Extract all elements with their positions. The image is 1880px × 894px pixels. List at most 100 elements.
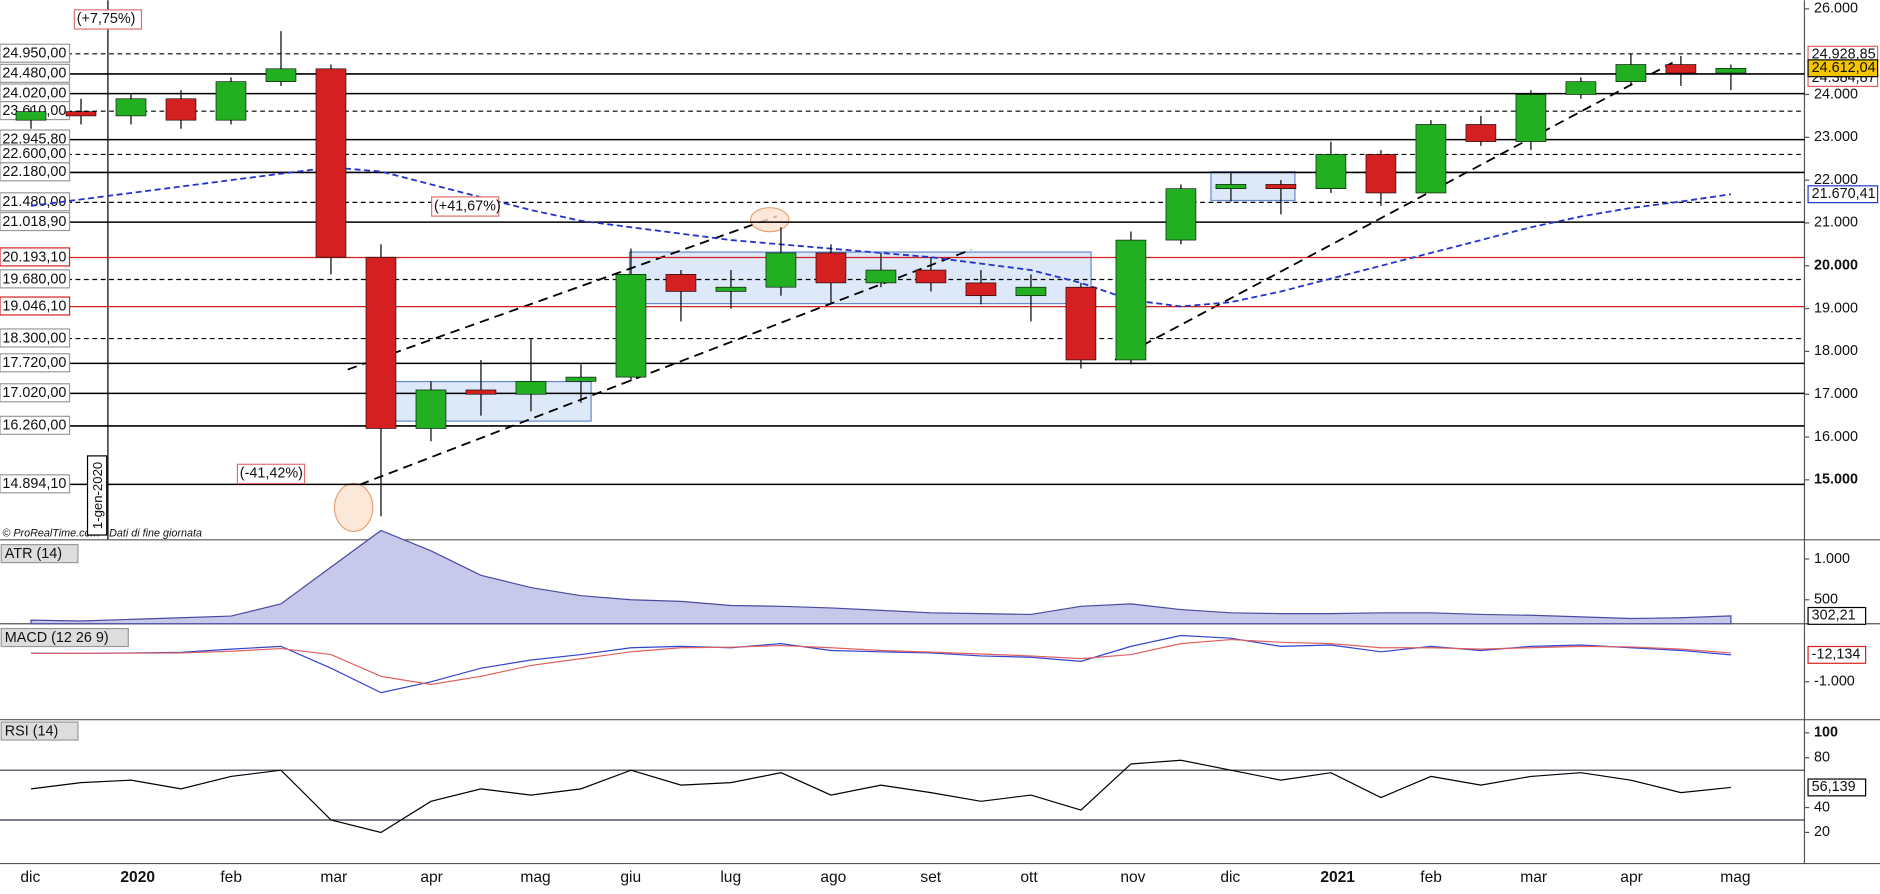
moving-average: [30, 166, 1732, 308]
x-tick-label: apr: [1620, 869, 1643, 886]
level-label: 19.680,00: [2, 271, 66, 287]
y-tick-label: 26.000: [1814, 1, 1858, 17]
candle-body: [1565, 81, 1597, 95]
price-badge-label: 24.612,04: [1812, 60, 1876, 76]
indicator-title-box: [0, 721, 79, 741]
level-label-box: [0, 43, 71, 63]
level-label: 19.046,10: [2, 298, 66, 314]
trendline: [1114, 61, 1673, 361]
candle-body: [215, 81, 247, 121]
x-tick-label: mar: [1520, 869, 1547, 886]
candle-body: [565, 376, 597, 382]
x-tick-label: dic: [1220, 869, 1240, 886]
x-tick-label: lug: [720, 869, 741, 886]
candle-body: [1065, 286, 1097, 361]
indicator-title: RSI (14): [5, 723, 59, 739]
level-label: 21.018,90: [2, 214, 66, 230]
candle-body: [1215, 184, 1247, 189]
candle-body: [415, 389, 447, 429]
candle-body: [1665, 64, 1697, 74]
candle-body: [165, 98, 197, 121]
candle-body: [1715, 67, 1747, 74]
level-label: 24.950,00: [2, 46, 66, 62]
level-label-box: [0, 474, 71, 494]
annotation-box: [73, 9, 143, 30]
indicator-title-box: [0, 627, 129, 648]
level-label-box: [0, 353, 71, 373]
level-label: 20.193,10: [2, 249, 66, 265]
indicator-line: [30, 759, 1731, 834]
candle-body: [1265, 184, 1297, 189]
x-tick-label: mag: [1720, 869, 1750, 886]
price-badge-label: 21.670,41: [1812, 186, 1876, 202]
candle-body: [1315, 154, 1347, 189]
y-tick-label: 23.000: [1814, 129, 1858, 145]
last-value-box: [1807, 606, 1867, 625]
annotation-box: [431, 196, 500, 217]
y-tick-label: 20.000: [1814, 258, 1858, 274]
x-tick-label: ago: [820, 869, 846, 886]
y-tick-label: -1.000: [1814, 674, 1855, 690]
level-label-box: [0, 162, 71, 182]
candle-body: [765, 252, 797, 288]
candle-body: [665, 274, 697, 292]
highlight: [333, 482, 374, 533]
last-value-label: 302,21: [1812, 608, 1856, 624]
annotation: (-41,42%): [240, 466, 303, 482]
level-label-box: [0, 328, 71, 348]
candle-body: [465, 389, 497, 395]
candle-body: [315, 68, 347, 258]
level-label-box: [0, 383, 71, 403]
y-tick-label: 100: [1814, 725, 1838, 741]
candle-body: [1415, 124, 1447, 194]
price-badge: [1807, 59, 1879, 78]
y-tick-label: 15.000: [1814, 472, 1858, 488]
level-label: 18.300,00: [2, 330, 66, 346]
x-tick-label: 2020: [120, 869, 155, 886]
annotation: (+7,75%): [77, 11, 136, 27]
y-tick-label: 21.000: [1814, 215, 1858, 231]
y-tick-label: 80: [1814, 750, 1830, 766]
y-tick-label: 19.000: [1814, 300, 1858, 316]
indicator-area: [30, 529, 1732, 625]
indicator-title: ATR (14): [5, 546, 62, 562]
level-label-box: [0, 211, 71, 232]
x-tick-label: mar: [320, 869, 347, 886]
level-label: 22.180,00: [2, 164, 66, 180]
y-tick-label: 18.000: [1814, 343, 1858, 359]
highlight: [749, 207, 790, 233]
x-tick-label: feb: [1420, 869, 1442, 886]
annotation: (+41,67%): [434, 198, 501, 214]
level-label-box: [0, 247, 71, 267]
last-value-label: 56,139: [1812, 779, 1856, 795]
level-label: 22.600,00: [2, 146, 66, 162]
last-value-box: [1807, 778, 1867, 797]
y-tick-label: 22.000: [1814, 172, 1858, 188]
level-label-box: [0, 296, 71, 316]
level-label-box: [0, 415, 71, 435]
candle-body: [1165, 188, 1197, 241]
indicator-title: MACD (12 26 9): [5, 630, 109, 646]
y-tick-label: 500: [1814, 592, 1838, 608]
level-label: 21.480,00: [2, 194, 66, 210]
last-value-box: [1807, 645, 1867, 664]
trendline: [347, 215, 778, 371]
candle-body: [615, 274, 647, 378]
candle-body: [1015, 286, 1047, 297]
level-label: 17.020,00: [2, 385, 66, 401]
level-label: 24.020,00: [2, 85, 66, 101]
indicator-title-box: [0, 544, 79, 564]
candle-body: [1615, 64, 1647, 82]
candle-body: [265, 68, 297, 82]
candle-body: [1365, 154, 1397, 194]
x-tick-label: ott: [1020, 869, 1038, 886]
trendline: [359, 248, 972, 486]
candle-body: [15, 111, 47, 121]
level-label-box: [0, 63, 71, 83]
candle-body: [1465, 124, 1497, 142]
x-tick-label: feb: [220, 869, 242, 886]
x-tick-label: mag: [520, 869, 550, 886]
x-tick-label: giu: [620, 869, 641, 886]
